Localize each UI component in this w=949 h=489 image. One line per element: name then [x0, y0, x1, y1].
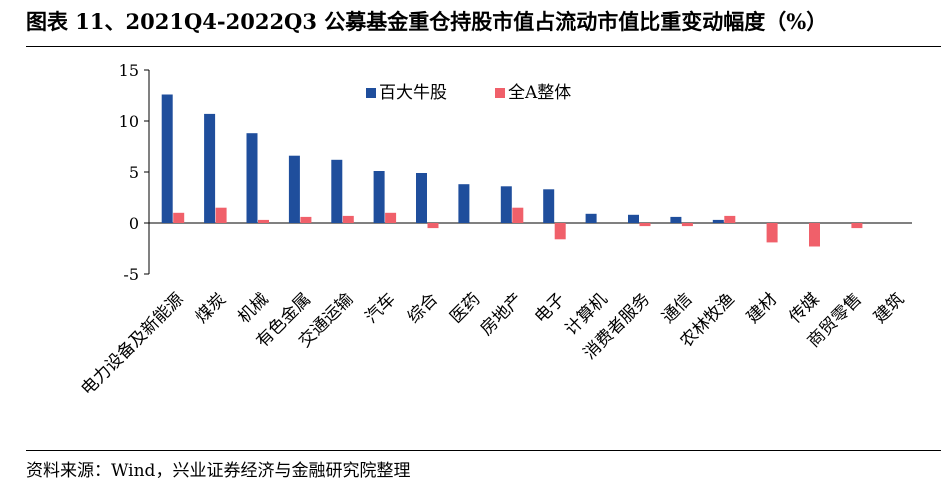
- bar-top100-9: [543, 189, 555, 223]
- bar-top100-4: [331, 159, 343, 223]
- x-category-label: 建材: [743, 289, 781, 327]
- x-category-label: 医药: [446, 289, 484, 327]
- chart-title: 图表 11、2021Q4-2022Q3 公募基金重仓持股市值占流动市值比重变动幅…: [26, 9, 828, 34]
- x-axis-labels: 电力设备及新能源 煤炭 机械有色金属交通运输 汽车 综合 医药房地产 电子计算机消费者服务通…: [77, 289, 908, 399]
- bar-all-a-16: [851, 223, 863, 229]
- legend-label-1: 全A整体: [508, 83, 571, 103]
- x-category-label: 综合: [404, 289, 442, 327]
- bar-all-a-5: [385, 212, 397, 223]
- title-rule: [26, 46, 941, 47]
- x-category-label: 电子: [531, 289, 569, 327]
- bar-top100-13: [712, 219, 724, 223]
- legend-label-0: 百大牛股: [379, 83, 447, 103]
- bar-top100-11: [628, 214, 639, 223]
- bar-all-a-11: [639, 223, 651, 227]
- source-note: 资料来源：Wind，兴业证券经济与金融研究院整理: [26, 461, 411, 481]
- bar-all-a-0: [173, 212, 185, 223]
- x-category-label: 煤炭: [192, 289, 230, 327]
- source-rule: [26, 450, 941, 451]
- x-category-label: 传媒: [785, 289, 823, 327]
- x-category-label: 汽车: [361, 289, 399, 327]
- bar-all-a-6: [427, 223, 439, 229]
- y-tick-label: 10: [119, 112, 139, 131]
- bar-top100-8: [500, 186, 512, 223]
- bar-top100-0: [161, 94, 173, 223]
- bar-all-a-14: [766, 223, 778, 243]
- y-tick-label: 5: [129, 163, 139, 182]
- bar-top100-6: [416, 173, 427, 223]
- bar-all-a-1: [215, 207, 227, 223]
- y-axis: 15 10 5 0 -5: [119, 61, 912, 284]
- bar-top100-1: [204, 113, 216, 223]
- x-category-label: 建筑: [870, 289, 908, 327]
- bar-all-a-4: [342, 215, 354, 223]
- y-tick-label: 15: [119, 61, 139, 80]
- bar-all-a-9: [554, 223, 566, 240]
- bar-top100-5: [373, 171, 385, 223]
- y-tick-label: -5: [123, 265, 139, 284]
- legend-swatch-0: [366, 88, 376, 98]
- bar-all-a-12: [681, 223, 693, 227]
- bar-all-a-3: [300, 216, 312, 223]
- bar-all-a-13: [724, 215, 736, 223]
- x-category-label: 房地产: [477, 289, 527, 339]
- bar-all-a-15: [809, 223, 820, 247]
- bar-top100-7: [458, 184, 470, 223]
- bars: [161, 94, 863, 247]
- x-category-label: 通信: [658, 289, 696, 327]
- bar-top100-10: [585, 213, 597, 223]
- bar-all-a-8: [512, 207, 524, 223]
- bar-top100-2: [246, 133, 258, 223]
- x-category-label: 机械: [234, 289, 272, 327]
- legend-swatch-1: [495, 88, 505, 98]
- legend: 百大牛股 全A整体: [366, 83, 571, 103]
- bar-all-a-2: [258, 219, 269, 223]
- bar-top100-3: [288, 155, 300, 223]
- bar-top100-12: [670, 216, 682, 223]
- x-category-label: 电力设备及新能源: [77, 289, 187, 399]
- y-tick-label: 0: [129, 214, 139, 233]
